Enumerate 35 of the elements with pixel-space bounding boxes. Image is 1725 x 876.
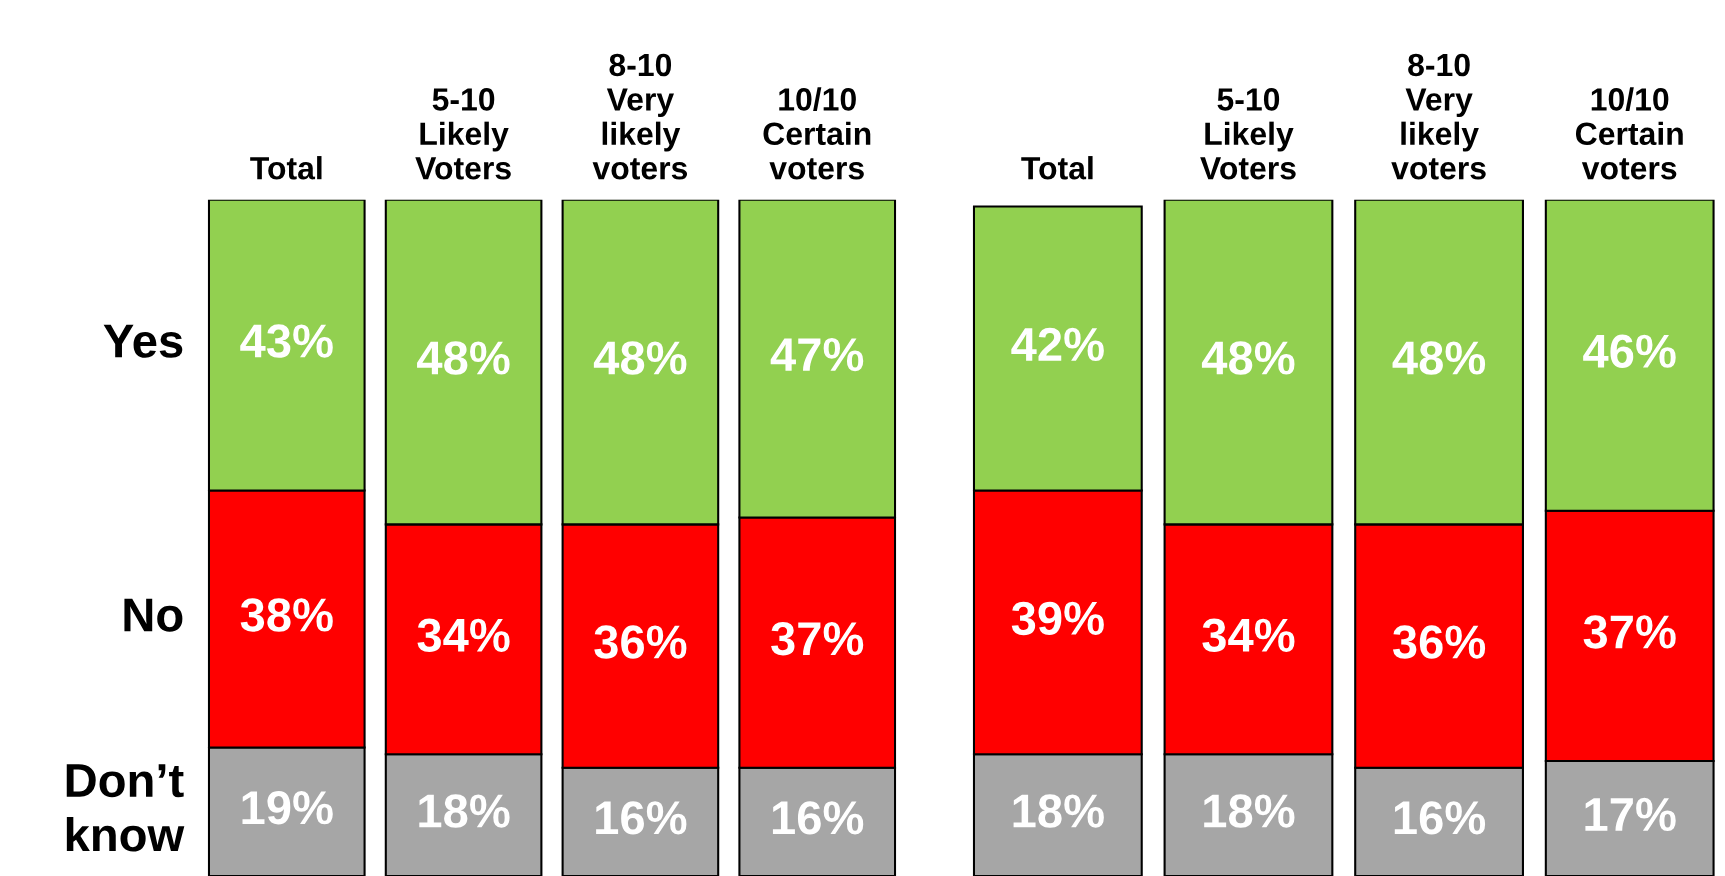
- data-label: 37%: [771, 621, 864, 656]
- data-label: 18%: [419, 794, 510, 828]
- data-label: 17%: [1585, 797, 1676, 832]
- data-label: 18%: [1013, 794, 1104, 828]
- data-label: 19%: [242, 790, 333, 825]
- data-label: 48%: [1201, 341, 1295, 375]
- x-tick-label: 10/10 Certain voters: [763, 87, 871, 180]
- x-tick-label: 5-10 Likely Voters: [1200, 88, 1296, 180]
- data-label: 48%: [417, 341, 510, 375]
- data-label: 46%: [1583, 334, 1676, 368]
- data-label: 48%: [1392, 341, 1486, 375]
- data-label: 36%: [1392, 625, 1486, 659]
- series-label: No: [124, 598, 183, 632]
- x-tick-label: Total: [1021, 156, 1093, 180]
- data-label: 38%: [240, 598, 333, 632]
- data-label: 34%: [417, 618, 510, 653]
- data-label: 47%: [770, 338, 864, 372]
- x-tick-label: 8-10 Very likely voters: [592, 53, 688, 180]
- data-label: 43%: [240, 324, 333, 358]
- data-label: 18%: [1204, 794, 1295, 828]
- x-tick-label: 8-10 Very likely voters: [1391, 53, 1486, 180]
- x-tick-label: 10/10 Certain voters: [1575, 87, 1683, 180]
- data-label: 42%: [1011, 327, 1104, 362]
- x-tick-label: Total: [250, 156, 322, 180]
- data-label: 34%: [1202, 618, 1295, 653]
- data-label: 16%: [772, 801, 864, 835]
- x-tick-label: 5-10 Likely Voters: [415, 88, 511, 180]
- data-label: 36%: [594, 625, 687, 659]
- data-label: 16%: [596, 801, 687, 835]
- series-label: Don’t know: [66, 764, 185, 852]
- series-label: Yes: [103, 324, 183, 358]
- data-label: 16%: [1394, 801, 1486, 835]
- data-label: 37%: [1583, 615, 1676, 649]
- data-label: 48%: [593, 341, 687, 375]
- data-label: 39%: [1011, 601, 1104, 636]
